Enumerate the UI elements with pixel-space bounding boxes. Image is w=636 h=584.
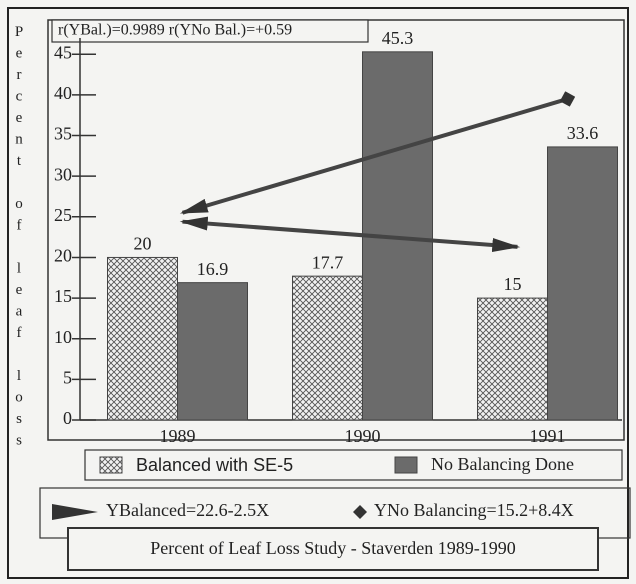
chart-title: Percent of Leaf Loss Study - Staverden 1…	[150, 538, 515, 558]
y-tick-label: 30	[54, 164, 72, 184]
bar	[107, 256, 178, 421]
annotation: r(YBal.)=0.9989 r(YNo Bal.)=+0.59	[58, 22, 292, 39]
bar	[292, 275, 363, 421]
value-label: 33.6	[567, 123, 599, 143]
y-tick-label: 40	[54, 83, 72, 103]
legend-label: No Balancing Done	[431, 454, 574, 474]
title-box	[67, 527, 599, 571]
y-axis-label: Percent of leaf loss	[11, 24, 27, 454]
y-tick-label: 35	[54, 124, 72, 144]
x-tick-label: 1991	[530, 426, 566, 446]
bar	[547, 146, 618, 421]
legend-label: YNo Balancing=15.2+8.4X	[374, 500, 574, 520]
value-label: 16.9	[197, 259, 229, 279]
y-tick-label: 0	[63, 408, 72, 428]
value-label: 15	[504, 274, 522, 294]
legend-symbol	[353, 505, 367, 519]
trend-line	[179, 91, 576, 215]
outer-frame	[7, 7, 629, 579]
bar	[477, 297, 548, 421]
value-label: 45.3	[382, 28, 414, 48]
x-tick-label: 1989	[160, 426, 196, 446]
y-tick-label: 25	[54, 205, 72, 225]
legend-label: Balanced with SE-5	[136, 455, 293, 475]
legend-symbol	[52, 504, 98, 520]
legend-swatch	[99, 456, 123, 474]
legend-swatch	[394, 456, 418, 474]
value-label: 20	[134, 234, 152, 254]
y-tick-label: 20	[54, 246, 72, 266]
value-label: 17.7	[312, 252, 344, 272]
y-tick-label: 5	[63, 367, 72, 387]
legend-box	[84, 449, 623, 481]
y-tick-label: 15	[54, 286, 72, 306]
y-tick-label: 45	[54, 42, 72, 62]
legend-label: YBalanced=22.6-2.5X	[106, 500, 269, 520]
x-tick-label: 1990	[345, 426, 381, 446]
annotation-box	[51, 19, 369, 43]
bar	[177, 282, 248, 421]
trend-line	[179, 216, 521, 252]
y-tick-label: 10	[54, 327, 72, 347]
